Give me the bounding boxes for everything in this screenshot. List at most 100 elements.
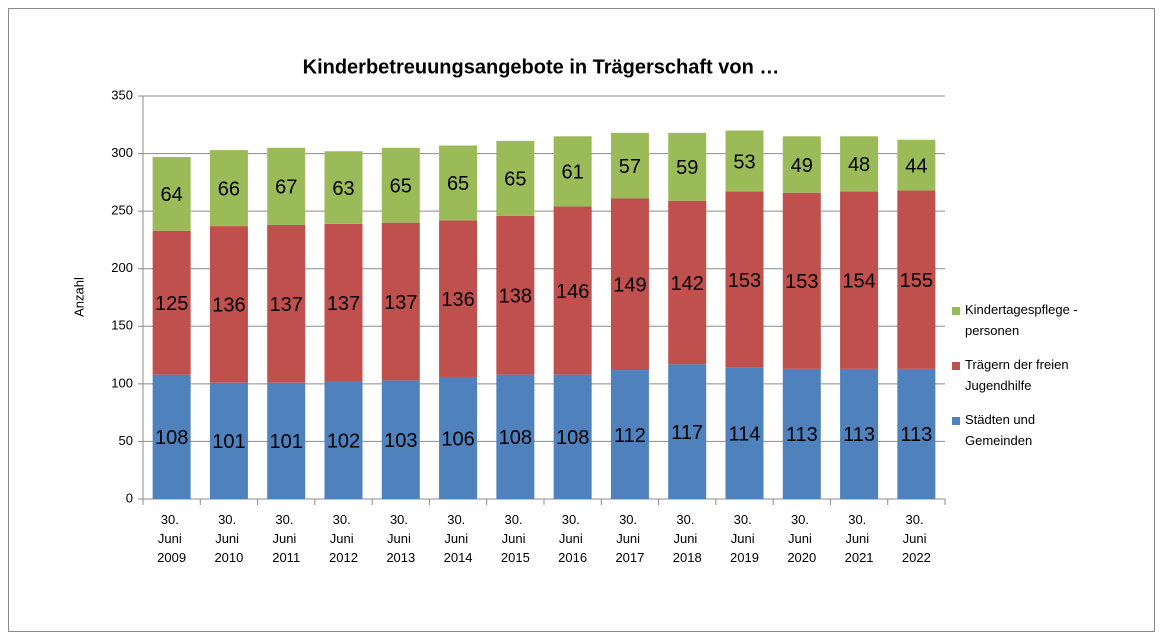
bar-segment [381,222,420,381]
data-label: 112 [614,425,646,447]
data-label: 66 [218,178,240,200]
legend-swatch [952,417,960,425]
data-label: 136 [212,295,245,317]
bar-segment [725,130,764,192]
x-tick-label: 30. Juni 2012 [329,512,358,565]
bar-segment [439,220,478,377]
bar-segment [897,139,936,191]
bar-segment [496,140,535,216]
data-label: 65 [504,169,526,191]
bar-segment [840,368,879,499]
bar-segment [782,368,821,499]
bar-segment [381,380,420,499]
data-label: 155 [900,270,933,292]
x-tick-label: 30. Juni 2013 [386,512,415,565]
bar-segment [668,132,707,201]
bar-segment [725,367,764,499]
data-label: 102 [327,431,360,453]
y-tick-label: 250 [111,203,133,218]
data-label: 114 [729,424,761,446]
data-label: 113 [900,424,932,446]
bar-segment [610,370,649,499]
bar-segment [553,206,592,375]
y-tick-label: 350 [111,87,133,102]
data-label: 106 [441,428,474,450]
legend-label: Trägern der freien Jugendhilfe [965,357,1072,393]
bar-segment [209,382,248,499]
data-label: 63 [332,178,354,200]
bar-segment [553,374,592,499]
data-label: 113 [786,424,818,446]
x-tick-label: 30. Juni 2020 [787,512,816,565]
x-tick-label: 30. Juni 2016 [558,512,587,565]
data-label: 108 [556,427,589,449]
data-label: 108 [155,427,188,449]
bar-segment [324,151,363,224]
data-label: 137 [384,292,417,314]
bar-segment [267,224,306,383]
legend-label: Kindertagespflege - personen [965,302,1081,338]
legend-swatch [952,307,960,315]
data-label: 67 [275,177,297,199]
x-tick-label: 30. Juni 2015 [501,512,530,565]
bar-segment [782,136,821,193]
y-tick-label: 200 [111,260,133,275]
data-label: 59 [676,157,698,179]
data-label: 48 [848,154,870,176]
x-tick-label: 30. Juni 2017 [615,512,644,565]
bar-segment [152,374,191,499]
bar-segment [324,381,363,499]
bar-segment [152,230,191,375]
legend-label: Städten und Gemeinden [965,412,1039,448]
x-tick-label: 30. Juni 2010 [214,512,243,565]
bar-segment [209,226,248,383]
bar-segment [381,147,420,223]
bar-segment [725,191,764,368]
data-label: 137 [270,294,303,316]
data-label: 125 [155,293,188,315]
bar-segment [668,200,707,365]
bar-segment [897,368,936,499]
data-label: 101 [212,431,245,453]
bar-segment [840,191,879,369]
bar-segment [209,150,248,227]
bar-segment [668,364,707,499]
bar-segment [840,136,879,192]
data-label: 61 [562,162,584,184]
data-label: 108 [499,427,532,449]
x-tick-label: 30. Juni 2018 [673,512,702,565]
x-tick-label: 30. Juni 2009 [157,512,186,565]
data-label: 149 [613,275,646,297]
bar-segment [439,376,478,499]
y-tick-label: 100 [111,375,133,390]
data-label: 65 [390,176,412,198]
data-label: 117 [671,422,703,444]
bar-segment [496,374,535,499]
data-label: 137 [327,293,360,315]
data-label: 49 [791,155,813,177]
x-tick-label: 30. Juni 2014 [444,512,473,565]
bar-segment [496,215,535,375]
y-tick-label: 50 [119,433,133,448]
data-label: 65 [447,173,469,195]
bar-segment [553,136,592,207]
x-tick-label: 30. Juni 2022 [902,512,931,565]
bar-segment [610,132,649,199]
bar-segment [267,147,306,225]
data-label: 146 [556,281,589,303]
data-label: 57 [619,156,641,178]
data-label: 101 [270,431,303,453]
data-label: 154 [842,271,875,293]
y-tick-label: 300 [111,145,133,160]
x-tick-label: 30. Juni 2011 [272,512,300,565]
data-label: 136 [441,289,474,311]
data-label: 153 [728,270,761,292]
bar-segment [610,198,649,371]
data-label: 113 [843,424,875,446]
bar-segment [152,157,191,231]
data-label: 142 [671,273,704,295]
bar-segment [267,382,306,499]
y-tick-label: 150 [111,318,133,333]
bar-segment [324,223,363,382]
